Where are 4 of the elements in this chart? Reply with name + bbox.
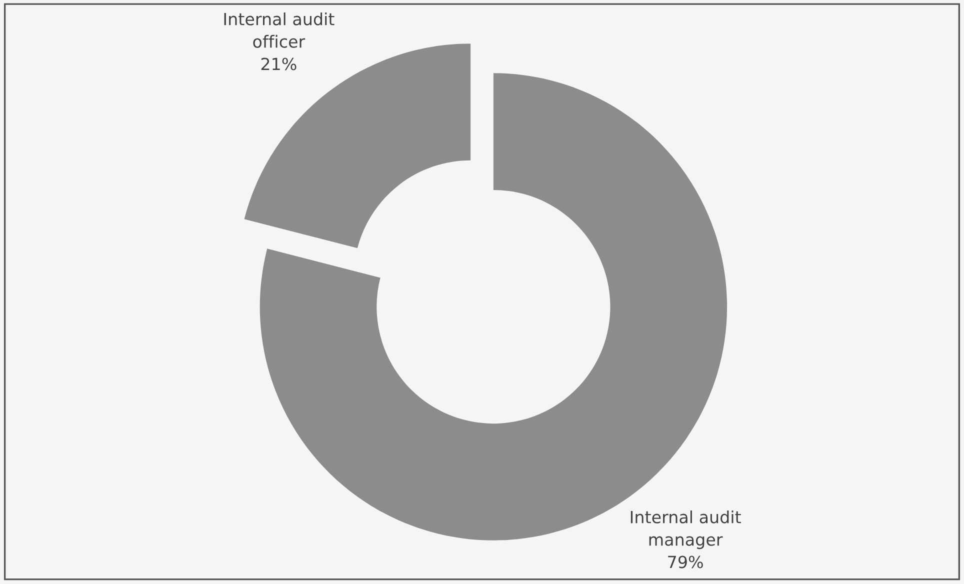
slice-label: Internal audit officer xyxy=(224,12,334,48)
data-label: 79% xyxy=(668,556,703,568)
data-label: 21% xyxy=(261,58,296,70)
slice-label: Internal audit manager xyxy=(630,510,741,550)
